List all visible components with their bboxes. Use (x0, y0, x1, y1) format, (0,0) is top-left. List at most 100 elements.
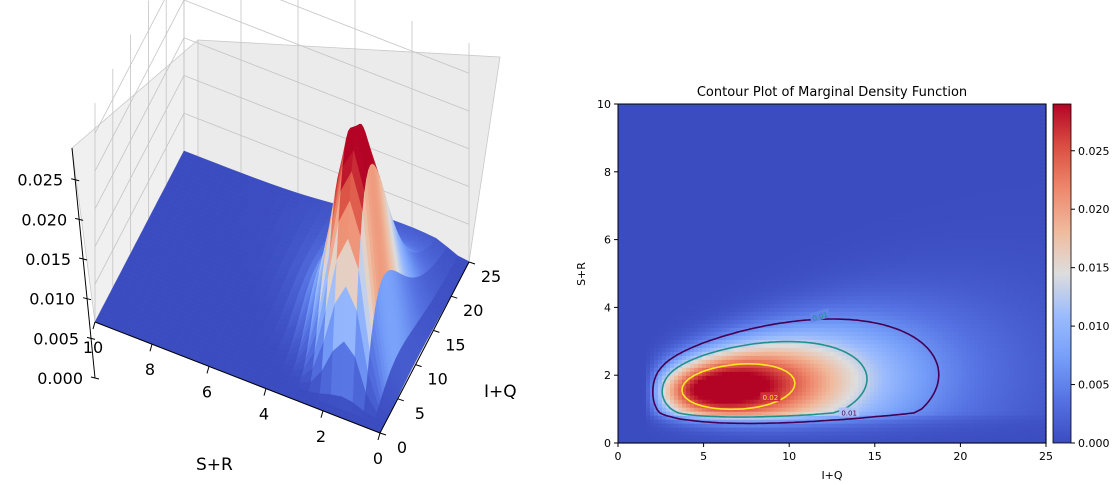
heatmap-cell (634, 291, 639, 297)
heatmap-cell (626, 139, 631, 145)
heatmap-cell (726, 319, 731, 324)
heatmap-cell (782, 231, 787, 237)
heatmap-cell (774, 119, 779, 125)
heatmap-cell (762, 135, 767, 141)
heatmap-cell (670, 143, 675, 149)
heatmap-cell (778, 411, 783, 416)
heatmap-cell (662, 175, 667, 181)
heatmap-cell (694, 387, 699, 392)
heatmap-cell (722, 379, 727, 384)
heatmap-cell (686, 355, 691, 360)
heatmap-cell (790, 263, 795, 269)
z-tick-label: 0.015 (25, 250, 71, 269)
heatmap-cell (666, 207, 671, 213)
heatmap-cell (770, 227, 775, 233)
heatmap-cell (702, 183, 707, 189)
heatmap-cell (670, 167, 675, 173)
heatmap-cell (650, 159, 655, 165)
heatmap-cell (646, 407, 651, 412)
heatmap-cell (702, 423, 707, 428)
heatmap-cell (630, 127, 635, 133)
heatmap-cell (758, 315, 763, 320)
heatmap-cell (654, 183, 659, 189)
heatmap-cell (654, 359, 659, 364)
heatmap-cell (666, 367, 671, 372)
wall-gridline-z (183, 112, 470, 225)
heatmap-cell (774, 299, 779, 305)
heatmap-cell (786, 183, 791, 189)
heatmap-cell (750, 135, 755, 141)
heatmap-cell (690, 131, 695, 137)
heatmap-cell (694, 135, 699, 141)
heatmap-cell (690, 363, 695, 368)
heatmap-cell (762, 139, 767, 145)
heatmap-cell (718, 399, 723, 404)
heatmap-cell (654, 323, 659, 328)
heatmap-cell (742, 355, 747, 360)
heatmap-cell (630, 123, 635, 129)
heatmap-cell (734, 139, 739, 145)
heatmap-cell (650, 239, 655, 245)
heatmap-cell (622, 155, 627, 161)
heatmap-cell (706, 263, 711, 269)
heatmap-cell (754, 395, 759, 400)
heatmap-cell (782, 435, 787, 440)
heatmap-cell (634, 167, 639, 173)
heatmap-cell (634, 299, 639, 305)
heatmap-cell (626, 435, 631, 440)
heatmap-cell (770, 411, 775, 416)
heatmap-cell (782, 187, 787, 193)
heatmap-cell (674, 227, 679, 233)
heatmap-cell (658, 247, 663, 253)
heatmap-cell (698, 131, 703, 137)
heatmap-cell (646, 263, 651, 269)
heatmap-cell (638, 267, 643, 273)
heatmap-cell (730, 251, 735, 257)
heatmap-cell (634, 311, 639, 316)
heatmap-cell (746, 191, 751, 197)
heatmap-cell (770, 287, 775, 293)
heatmap-cell (650, 435, 655, 440)
heatmap-cell (690, 431, 695, 436)
heatmap-cell (694, 151, 699, 157)
heatmap-cell (778, 171, 783, 177)
heatmap-cell (698, 115, 703, 121)
heatmap-cell (718, 187, 723, 193)
heatmap-cell (678, 239, 683, 245)
heatmap-cell (786, 155, 791, 161)
heatmap-cell (658, 319, 663, 324)
heatmap-cell (694, 171, 699, 177)
heatmap-cell (646, 319, 651, 324)
heatmap-cell (642, 435, 647, 440)
heatmap-cell (730, 211, 735, 217)
x-tick-mark (433, 329, 440, 333)
heatmap-cell (642, 179, 647, 185)
heatmap-cell (618, 183, 623, 189)
heatmap-cell (714, 139, 719, 145)
heatmap-cell (738, 247, 743, 253)
heatmap-cell (646, 111, 651, 117)
heatmap-cell (750, 411, 755, 416)
heatmap-cell (670, 163, 675, 169)
heatmap-cell (738, 191, 743, 197)
heatmap-cell (626, 307, 631, 312)
heatmap-cell (654, 251, 659, 257)
heatmap-cell (694, 235, 699, 241)
heatmap-cell (682, 211, 687, 217)
heatmap-cell (718, 299, 723, 305)
heatmap-cell (662, 135, 667, 141)
heatmap-cell (770, 199, 775, 205)
heatmap-cell (714, 327, 719, 332)
heatmap-cell (642, 131, 647, 137)
heatmap-cell (750, 435, 755, 440)
heatmap-cell (726, 299, 731, 305)
heatmap-cell (698, 111, 703, 117)
heatmap-cell (746, 379, 751, 384)
heatmap-cell (678, 167, 683, 173)
heatmap-cell (746, 219, 751, 225)
heatmap-cell (778, 199, 783, 205)
heatmap-cell (634, 279, 639, 285)
heatmap-cell (638, 379, 643, 384)
heatmap-cell (750, 391, 755, 396)
heatmap-cell (702, 163, 707, 169)
